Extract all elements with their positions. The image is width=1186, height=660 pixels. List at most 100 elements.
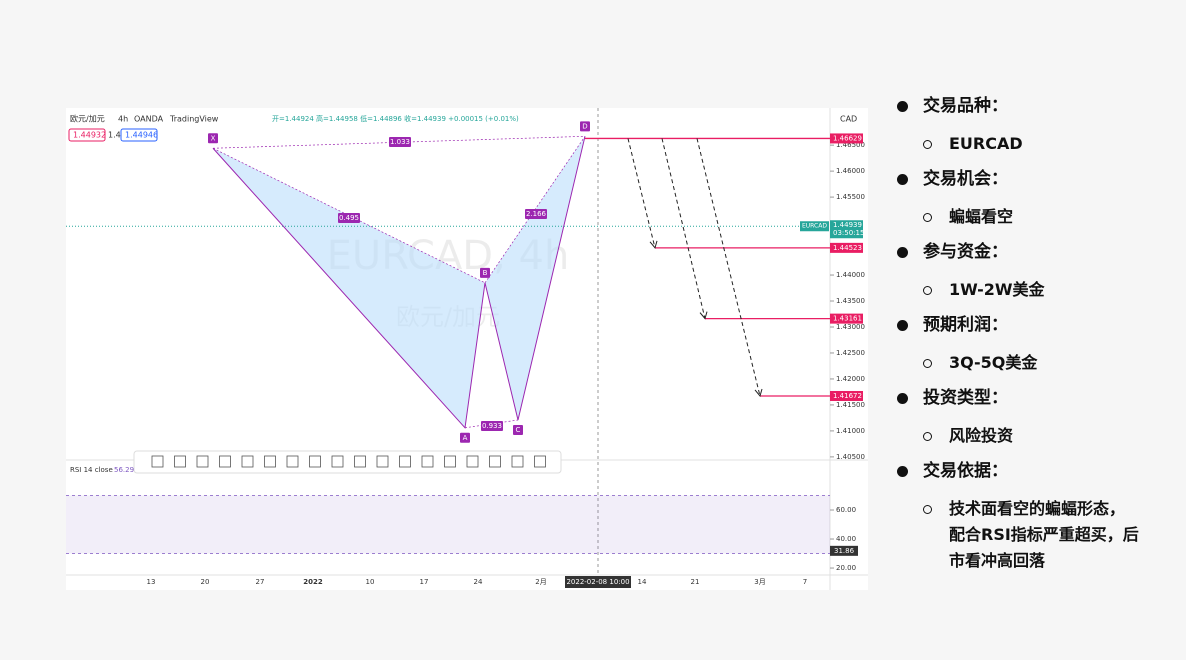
- arrow: [661, 138, 706, 319]
- arrow: [696, 138, 761, 397]
- ratio-label: 0.933: [482, 422, 502, 430]
- point-tag: [480, 267, 490, 278]
- rsi-ma: 31.86: [834, 547, 855, 555]
- point-tag: [208, 133, 218, 144]
- bullet: 交易机会：: [895, 167, 1175, 204]
- rsi-band: [66, 495, 830, 554]
- x-tick-label: 24: [474, 578, 483, 586]
- tool-icon: [331, 455, 344, 468]
- source: TradingView: [169, 115, 219, 124]
- tool-icon: [511, 455, 524, 468]
- tool-icon: [354, 455, 366, 468]
- tool-icon: [219, 455, 231, 468]
- ratio-tag: [481, 421, 503, 431]
- y-tick-label: 1.46000: [836, 167, 865, 175]
- y-tick-label: 1.41500: [836, 401, 865, 409]
- spread: 1.4: [108, 131, 121, 140]
- tool-icon: [309, 455, 321, 468]
- tool-icon: [399, 455, 411, 468]
- last-name-tag: [800, 221, 829, 232]
- rsi-tick-label: 60.00: [836, 506, 856, 514]
- interval: 4h: [118, 115, 128, 124]
- tool-icon: [489, 455, 501, 468]
- point-label: D: [582, 122, 587, 130]
- pattern-diag: [212, 147, 486, 284]
- level-tag: [830, 390, 863, 401]
- x-tick-label: 17: [420, 578, 429, 586]
- y-tick-label: 1.42500: [836, 349, 865, 357]
- level-tag: [830, 313, 863, 324]
- bullet: 预期利润：: [895, 313, 1175, 350]
- arrow-head: [649, 240, 658, 249]
- level-label: 1.43161: [833, 315, 862, 323]
- ratio-label: 1.033: [390, 138, 410, 146]
- time-cursor-box: [565, 576, 631, 588]
- x-tick-label: 7: [803, 578, 807, 586]
- level-label: 1.46629: [833, 134, 862, 142]
- rsi-tick-label: 40.00: [836, 535, 856, 543]
- tool-icon: [534, 455, 546, 468]
- sub-bullet: 1W-2W美金: [895, 277, 1139, 303]
- ask: 1.44946: [125, 131, 158, 140]
- x-tick-label: 14: [638, 578, 647, 586]
- sub-bullet: 风险投资: [895, 423, 1139, 449]
- point-tag: [513, 424, 523, 435]
- point-tag: [460, 432, 470, 443]
- level-tag: [830, 242, 863, 253]
- ratio-label: 0.495: [339, 214, 359, 222]
- tool-icon: [286, 455, 299, 468]
- point-label: X: [211, 134, 216, 142]
- x-tick-label: 10: [366, 578, 375, 586]
- x-tick-label: 2月: [535, 578, 546, 586]
- pattern-fill: [213, 148, 485, 428]
- level-tag: [830, 133, 863, 144]
- y-tick-label: 1.46500: [836, 141, 865, 149]
- tool-icon: [151, 455, 164, 468]
- drawing-toolbar: [133, 450, 562, 474]
- arrow: [627, 138, 656, 248]
- symbol: 欧元/加元: [70, 114, 105, 124]
- last-name: EURCAD: [802, 223, 827, 230]
- tool-icon: [421, 455, 434, 468]
- tool-icon: [444, 455, 456, 468]
- sub-bullet: 3Q-5Q美金: [895, 350, 1139, 376]
- bullet: 参与资金：: [895, 240, 1175, 277]
- y-tick-label: 1.45500: [836, 193, 865, 201]
- y-tick-label: 1.41000: [836, 427, 865, 435]
- tool-icon: [196, 455, 209, 468]
- y-tick-label: 1.42000: [836, 375, 865, 383]
- tool-icon: [174, 455, 186, 468]
- tool-icon: [264, 455, 276, 468]
- ratio-tag: [525, 209, 547, 219]
- sub-bullet: 技术面看空的蝙蝠形态，配合RSI指标严重超买，后市看冲高回落: [895, 496, 1139, 574]
- x-tick-label: 27: [256, 578, 265, 586]
- bullet-list: 交易品种： EURCAD 交易机会： 蝙蝠看空 参与资金： 1W-2W美金 预期利润： 3Q-…: [895, 94, 1175, 584]
- bullet: 投资类型：: [895, 386, 1175, 423]
- point-tag: [580, 121, 590, 132]
- arrow-head: [754, 388, 763, 398]
- countdown: 03:50:15: [833, 229, 864, 237]
- y-tick-label: 1.40500: [836, 453, 865, 461]
- x-tick-label: 20: [201, 578, 210, 586]
- tool-icon: [376, 455, 389, 468]
- last-price-tag: [830, 220, 863, 239]
- point-label: C: [516, 426, 521, 434]
- point-label: B: [483, 269, 488, 277]
- sub-bullet: EURCAD: [895, 131, 1139, 157]
- ratio-tag: [338, 213, 360, 223]
- broker: OANDA: [134, 115, 164, 124]
- x-tick-label: 2022: [303, 578, 323, 586]
- rsi-tick-label: 20.00: [836, 564, 856, 572]
- bid: 1.44932: [73, 131, 106, 140]
- last-price: 1.44939: [833, 221, 862, 229]
- level-label: 1.41672: [833, 392, 862, 400]
- bid-box: [68, 128, 106, 142]
- rsi-ma-tag: [830, 545, 858, 556]
- x-tick-label: 3月: [754, 578, 765, 586]
- pattern-diag: [464, 419, 519, 429]
- point-label: A: [463, 434, 468, 442]
- bullet: 交易品种：: [895, 94, 1175, 131]
- rsi-value: 56.29: [114, 466, 134, 474]
